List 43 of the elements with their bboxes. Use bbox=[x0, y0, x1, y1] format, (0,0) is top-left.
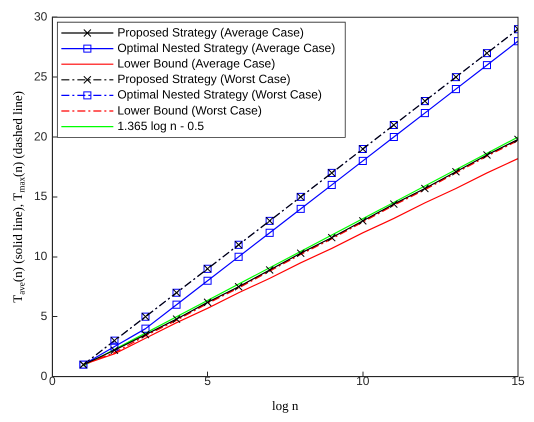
x-tick-label: 10 bbox=[356, 374, 370, 388]
point bbox=[328, 234, 336, 242]
point bbox=[390, 200, 398, 208]
point bbox=[110, 342, 118, 351]
point bbox=[234, 252, 243, 261]
y-tick-label: 20 bbox=[34, 129, 48, 144]
point bbox=[204, 276, 212, 285]
point bbox=[296, 249, 305, 258]
legend-label: Optimal Nested Strategy (Average Case) bbox=[117, 40, 336, 55]
x-tick-label: 5 bbox=[204, 374, 212, 388]
legend-label: Proposed Strategy (Worst Case) bbox=[117, 72, 291, 86]
legend-label: Lower Bound (Worst Case) bbox=[117, 103, 262, 118]
point bbox=[204, 298, 212, 306]
point bbox=[296, 204, 305, 213]
point bbox=[420, 109, 429, 118]
y-tick-label: 15 bbox=[34, 189, 48, 204]
legend-label: Lower Bound (Average Case) bbox=[117, 56, 276, 71]
point bbox=[482, 150, 491, 160]
legend-label: 1.365 log n - 0.5 bbox=[117, 118, 204, 133]
point bbox=[452, 85, 460, 94]
point bbox=[358, 216, 367, 225]
point bbox=[141, 330, 150, 339]
point bbox=[452, 168, 460, 176]
x-tick-label: 15 bbox=[511, 374, 525, 388]
point bbox=[420, 184, 429, 193]
point bbox=[328, 180, 336, 189]
point bbox=[358, 156, 367, 165]
x-axis-title: log n bbox=[272, 398, 299, 414]
point bbox=[266, 228, 274, 237]
point bbox=[390, 132, 398, 142]
point bbox=[172, 300, 181, 309]
y-tick-label: 25 bbox=[34, 69, 48, 84]
legend-label: Proposed Strategy (Average Case) bbox=[117, 25, 304, 40]
y-axis-title: Tave(n) (solid line), Tmax(n) (dashed line) bbox=[10, 91, 27, 303]
legend-label: Optimal Nested Strategy (Worst Case) bbox=[117, 88, 322, 102]
point bbox=[482, 61, 491, 70]
point bbox=[234, 282, 243, 291]
y-tick-label: 5 bbox=[40, 309, 48, 324]
point bbox=[172, 315, 181, 324]
point bbox=[141, 324, 150, 333]
y-tick-label: 30 bbox=[34, 10, 48, 24]
y-tick-label: 10 bbox=[34, 249, 48, 264]
point bbox=[266, 266, 274, 274]
